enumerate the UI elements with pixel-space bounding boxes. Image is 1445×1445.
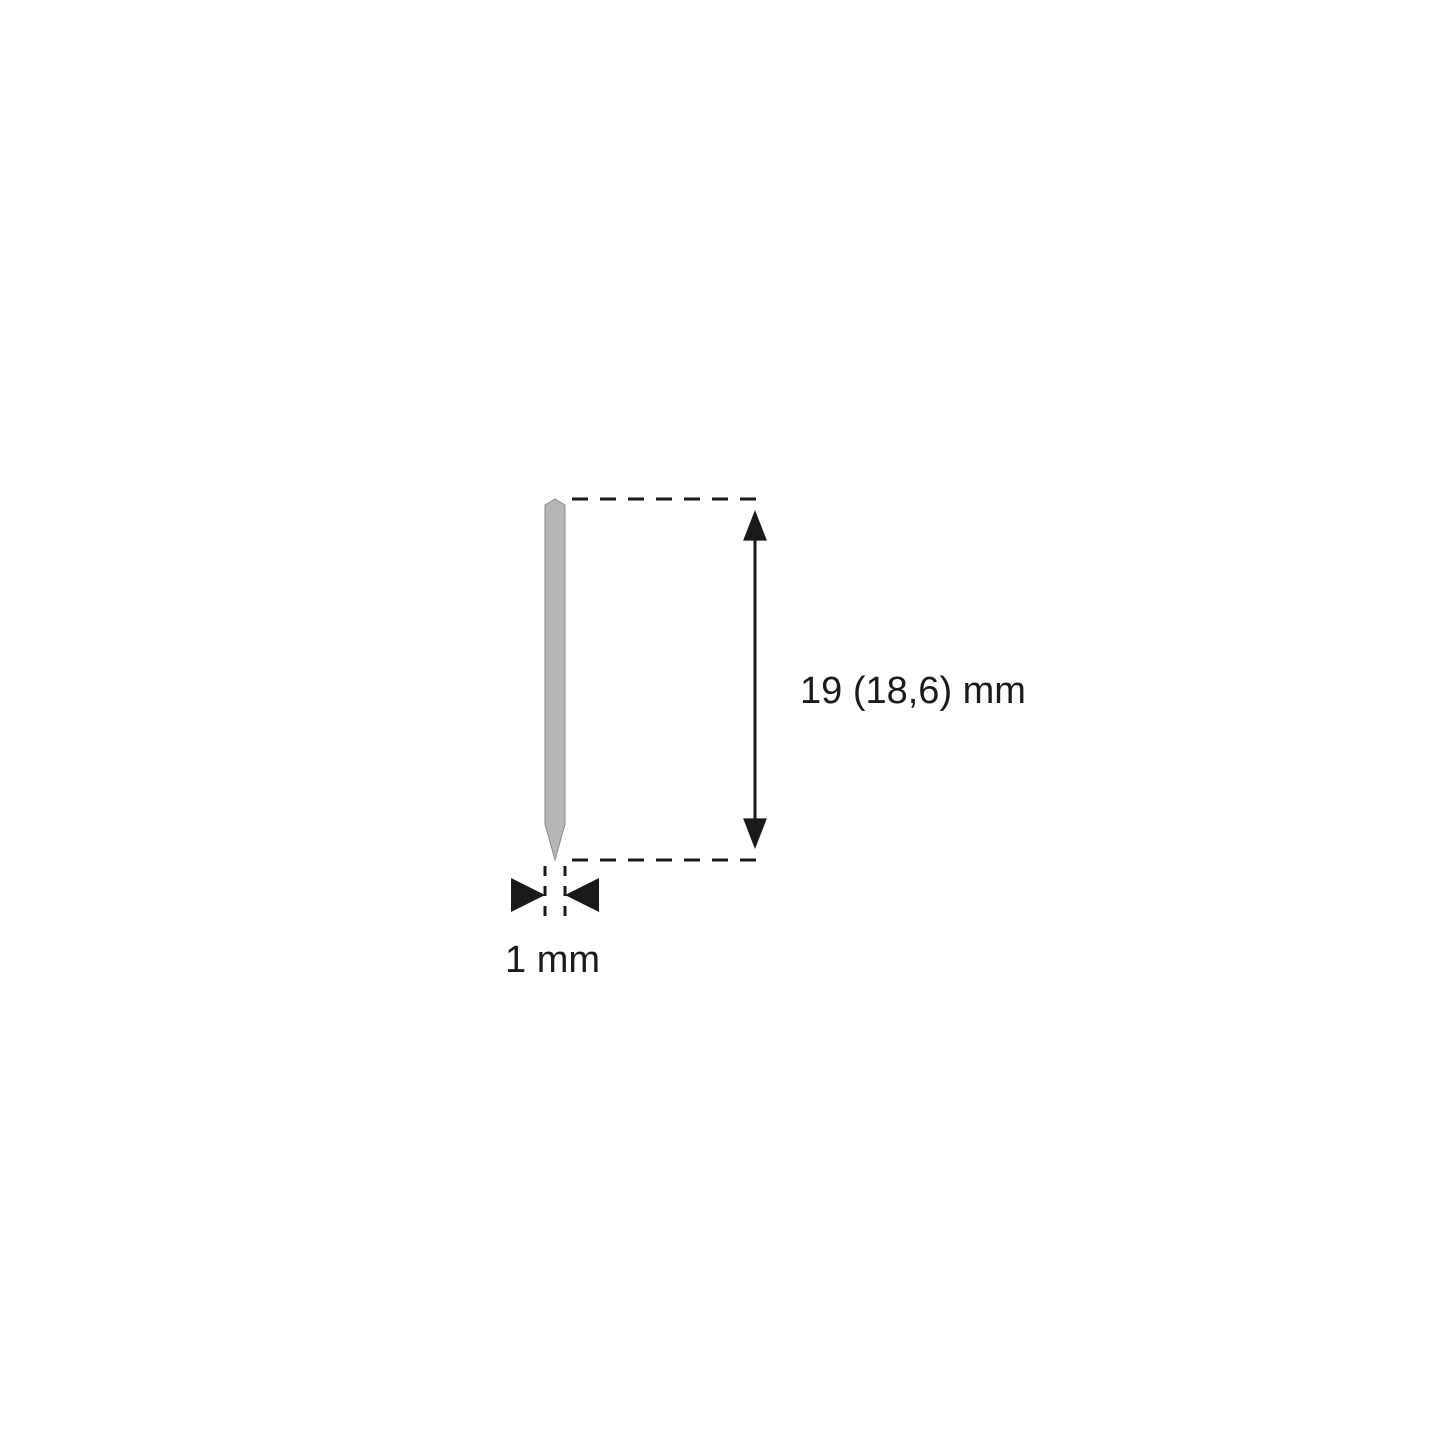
- dimension-width-label: 1 mm: [505, 939, 600, 981]
- dimension-height-arrow-top-icon: [743, 510, 767, 541]
- dimension-height-arrow-bottom-icon: [743, 818, 767, 849]
- dimension-width-arrow-left-icon: [511, 878, 545, 912]
- dimension-height-label: 19 (18,6) mm: [800, 670, 1026, 712]
- dimension-width-arrow-right-icon: [565, 878, 599, 912]
- nail-shape: [545, 499, 565, 860]
